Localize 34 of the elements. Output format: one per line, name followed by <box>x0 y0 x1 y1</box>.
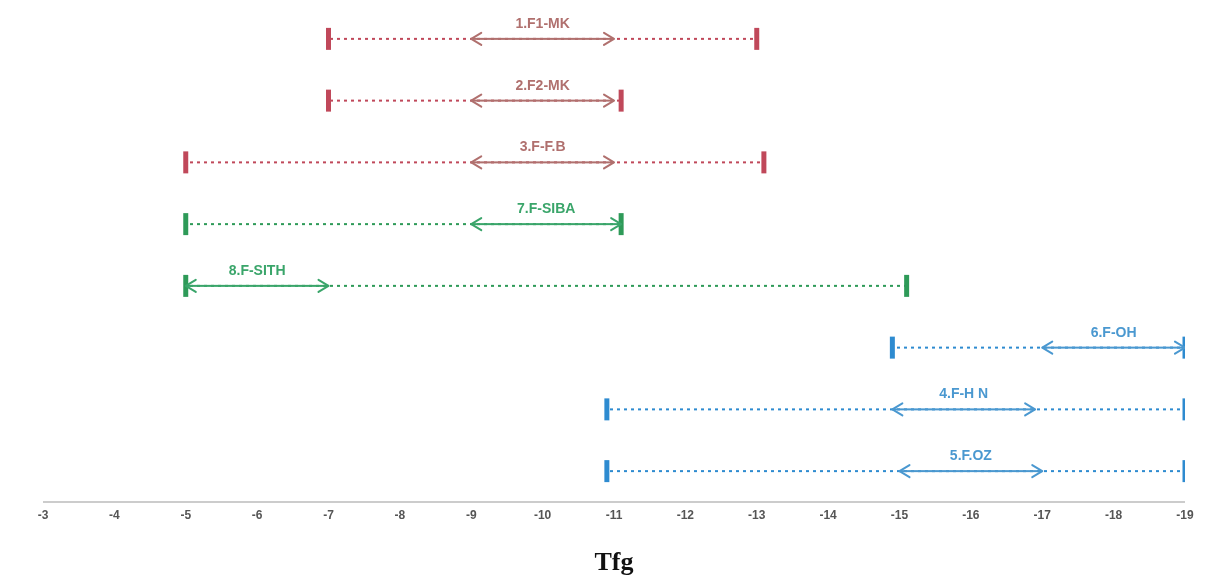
x-tick-label: -6 <box>251 507 263 522</box>
x-tick-label: -19 <box>1176 507 1194 522</box>
y-tick-label: 8.F-SITH <box>228 261 286 278</box>
x-tick-label: -16 <box>962 507 980 522</box>
bar <box>471 223 622 226</box>
x-axis-title: Tfg <box>594 547 634 576</box>
y-tick-label: 6.F-OH <box>1090 323 1137 340</box>
x-tick-label: -5 <box>180 507 192 522</box>
y-tick-label: 2.F2-MK <box>515 76 570 93</box>
x-tick-label: -13 <box>748 507 766 522</box>
x-tick-label: -17 <box>1033 507 1052 522</box>
x-tick-label: -11 <box>605 507 623 522</box>
x-tick-label: -8 <box>394 507 406 522</box>
bar <box>185 284 329 287</box>
x-tick-label: -18 <box>1104 507 1123 522</box>
bar <box>1042 346 1185 349</box>
y-tick-label: 4.F-H N <box>939 385 989 402</box>
bar <box>471 37 614 40</box>
y-tick-label: 3.F-F.B <box>519 138 566 155</box>
x-tick-label: -4 <box>109 507 121 522</box>
y-tick-label: 1.F1-MK <box>515 14 570 31</box>
x-tick-label: -15 <box>890 507 909 522</box>
x-tick-label: -14 <box>819 507 838 522</box>
x-tick-label: -7 <box>323 507 335 522</box>
y-tick-label: 7.F-SIBA <box>517 200 576 217</box>
y-tick-label: 5.F.OZ <box>949 447 993 464</box>
x-tick-label: -3 <box>37 507 49 522</box>
x-tick-label: -12 <box>676 507 695 522</box>
x-tick-label: -9 <box>465 507 477 522</box>
bar <box>892 408 1036 411</box>
bar <box>471 161 614 164</box>
bar <box>471 99 614 102</box>
x-tick-label: -10 <box>533 507 552 522</box>
bar <box>899 470 1043 473</box>
